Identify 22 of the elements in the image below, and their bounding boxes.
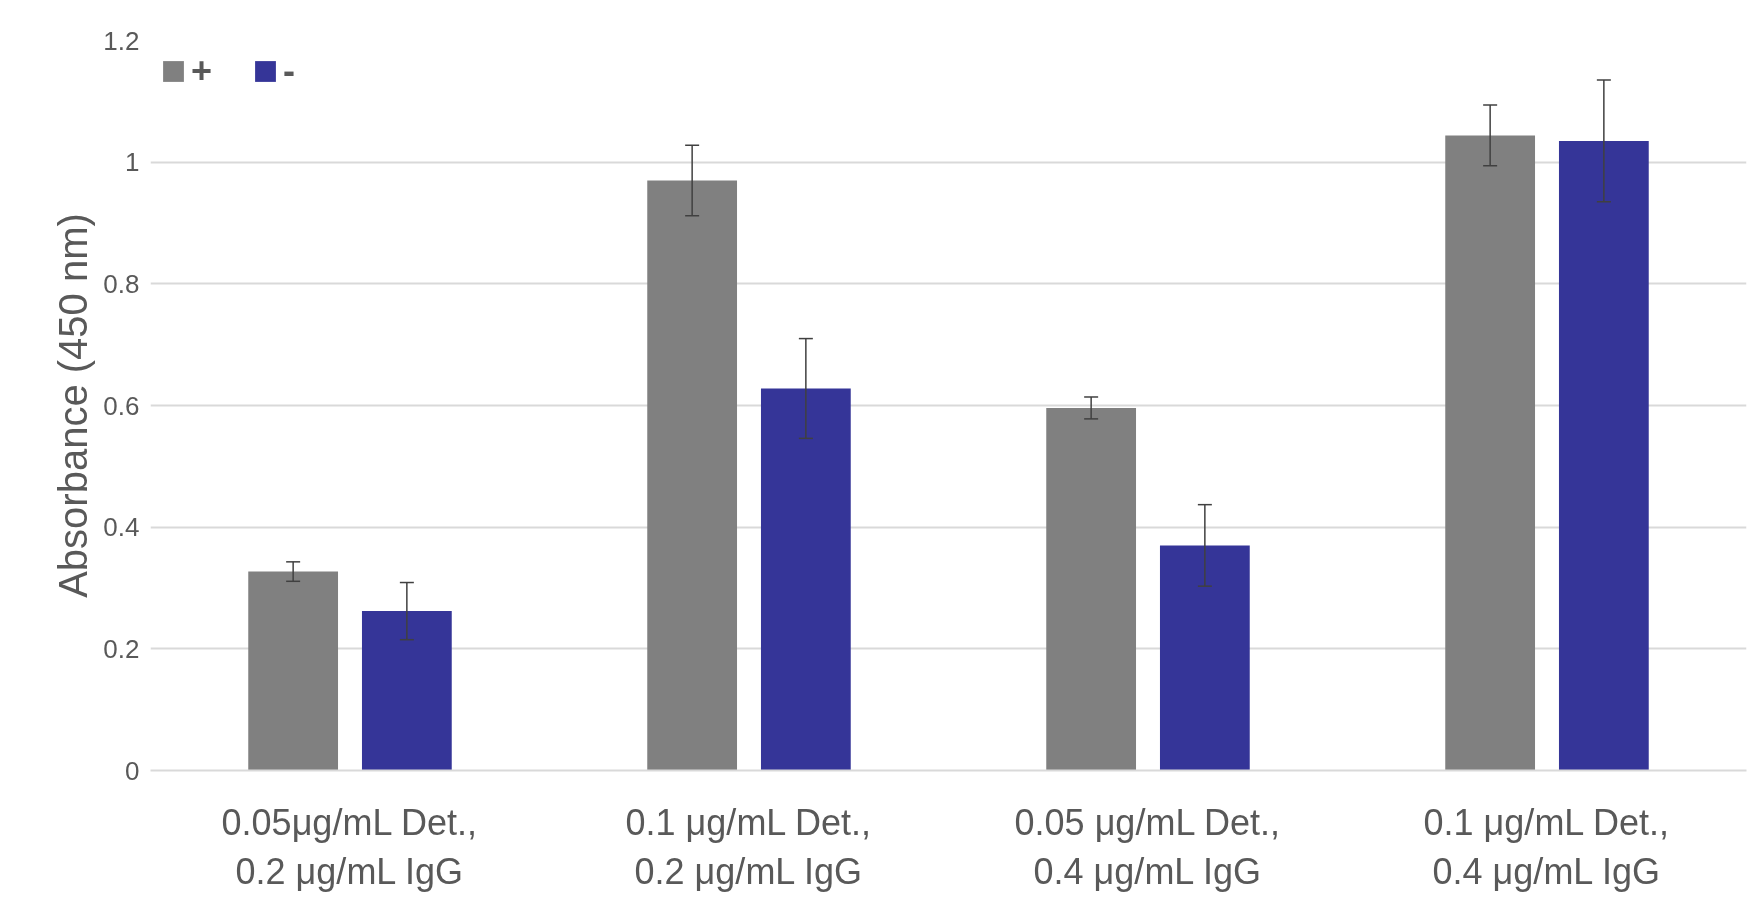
bar (361, 611, 452, 771)
y-tick-label: 1.2 (103, 25, 140, 56)
bar (1445, 135, 1536, 771)
legend-label: + (191, 50, 213, 92)
legend-label: - (283, 50, 297, 92)
bar (760, 388, 851, 771)
y-tick-label: 1 (125, 147, 140, 178)
y-tick-label: 0.8 (103, 268, 140, 299)
bar (1159, 545, 1250, 771)
x-tick-label: 0.1 μg/mL Det., 0.4 μg/mL IgG (1423, 801, 1670, 892)
y-tick-label: 0.6 (103, 390, 140, 421)
y-tick-label: 0.4 (103, 512, 140, 543)
bar (248, 571, 339, 771)
y-tick-label: 0 (125, 755, 140, 786)
bar (1046, 407, 1137, 771)
x-tick-label: 0.05 μg/mL Det., 0.4 μg/mL IgG (1014, 801, 1281, 892)
x-tick-label: 0.05μg/mL Det., 0.2 μg/mL IgG (221, 801, 478, 892)
x-tick-label: 0.1 μg/mL Det., 0.2 μg/mL IgG (625, 801, 872, 892)
bar (1558, 140, 1649, 771)
y-tick-label: 0.2 (103, 633, 140, 664)
bar (647, 180, 738, 771)
y-axis-title: Absorbance (450 nm) (51, 213, 96, 598)
